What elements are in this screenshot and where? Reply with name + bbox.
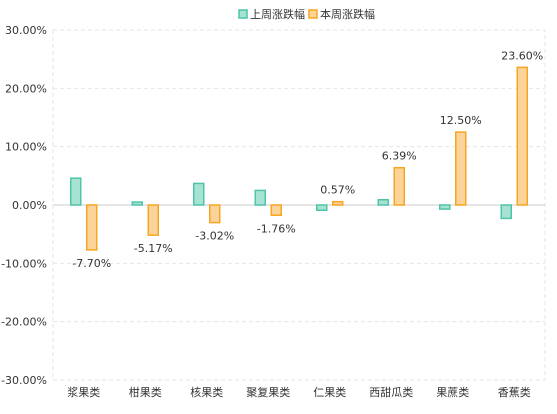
data-label: 12.50%	[440, 114, 482, 127]
x-tick-label: 果蔗类	[436, 385, 469, 399]
legend-label-this-week: 本周涨跌幅	[320, 7, 375, 21]
bar-last-week	[131, 201, 143, 206]
data-label: 23.60%	[501, 49, 543, 62]
y-tick-label: -30.00%	[1, 374, 47, 387]
bar-this-week	[147, 204, 159, 236]
bar-this-week	[86, 204, 98, 251]
y-tick-label: -10.00%	[1, 257, 47, 270]
bar-last-week	[70, 177, 82, 206]
bar-last-week	[193, 182, 205, 206]
bar-last-week	[377, 199, 389, 206]
y-tick-label: 20.00%	[5, 82, 47, 95]
y-tick-label: 10.00%	[5, 141, 47, 154]
bar-this-week	[455, 131, 467, 206]
data-label: -7.70%	[72, 257, 111, 270]
legend-label-last-week: 上周涨跌幅	[250, 7, 305, 21]
data-label: -1.76%	[257, 222, 296, 235]
x-tick-label: 聚复果类	[246, 385, 290, 399]
legend-swatch-this-week	[308, 9, 318, 19]
x-tick-label: 核果类	[190, 385, 223, 399]
x-tick-label: 西甜瓜类	[369, 385, 413, 399]
x-tick-label: 香蕉类	[498, 385, 531, 399]
y-tick-label: -20.00%	[1, 316, 47, 329]
data-label: 0.57%	[320, 184, 355, 197]
x-tick-label: 柑果类	[129, 385, 162, 399]
bar-this-week	[393, 166, 405, 206]
data-label: 6.39%	[382, 150, 417, 163]
bar-this-week	[270, 204, 282, 217]
y-tick-label: 30.00%	[5, 24, 47, 37]
bar-this-week	[332, 200, 344, 206]
x-tick-label: 仁果类	[313, 385, 346, 399]
bar-last-week	[439, 204, 451, 210]
bar-this-week	[209, 204, 221, 224]
y-tick-label: 0.00%	[12, 199, 47, 212]
bar-last-week	[500, 204, 512, 220]
data-label: -3.02%	[195, 230, 234, 243]
data-label: -5.17%	[134, 242, 173, 255]
x-tick-label: 浆果类	[67, 385, 100, 399]
bar-last-week	[254, 189, 266, 206]
bar-this-week	[516, 66, 528, 206]
legend-swatch-last-week	[238, 9, 248, 19]
bar-last-week	[316, 204, 328, 211]
